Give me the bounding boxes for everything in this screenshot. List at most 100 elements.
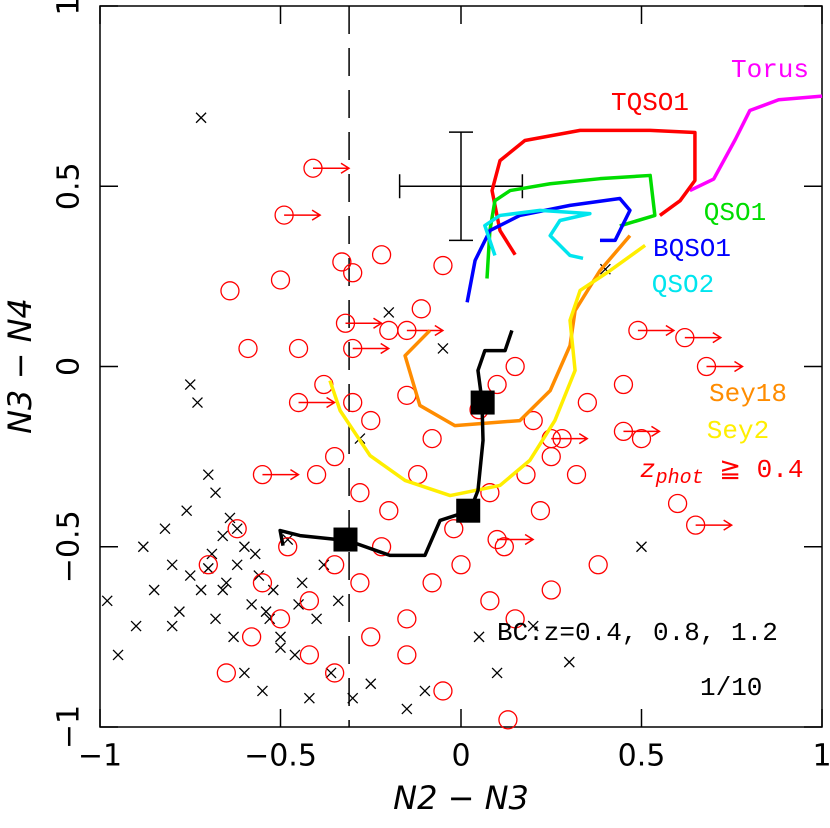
cross-point bbox=[181, 505, 193, 517]
y-tick-label: −1 bbox=[52, 705, 87, 749]
circle-point bbox=[252, 573, 273, 593]
circle-point bbox=[361, 410, 381, 431]
cross-point bbox=[527, 620, 539, 632]
circle-point bbox=[631, 428, 652, 449]
circle-point bbox=[278, 537, 298, 557]
y-tick-label: 0.5 bbox=[52, 162, 87, 210]
circle-point bbox=[397, 645, 417, 665]
cross-point bbox=[101, 595, 113, 607]
cross-point bbox=[401, 703, 413, 715]
y-tick-label: −0.5 bbox=[52, 510, 87, 583]
circle-point bbox=[371, 537, 392, 557]
circle-point bbox=[422, 573, 442, 593]
circle-point bbox=[530, 501, 551, 521]
cross-point bbox=[192, 397, 203, 409]
cross-point bbox=[365, 678, 377, 690]
cross-point bbox=[383, 306, 395, 318]
y-tick-label: 0 bbox=[52, 357, 87, 376]
series-label: Torus bbox=[731, 55, 809, 85]
model-track bbox=[483, 208, 592, 261]
circle-point bbox=[523, 410, 543, 431]
limit-arrow bbox=[637, 324, 676, 337]
circle-point bbox=[541, 446, 561, 467]
cross-point bbox=[173, 606, 185, 618]
x-tick-label: −1 bbox=[78, 739, 122, 774]
limit-arrow bbox=[262, 469, 300, 481]
limit-arrow bbox=[695, 519, 734, 531]
circle-point bbox=[332, 252, 352, 272]
circle-point bbox=[270, 270, 291, 290]
series-label: BQSO1 bbox=[653, 234, 731, 264]
series-label: Sey18 bbox=[709, 379, 787, 409]
cross-point bbox=[217, 530, 229, 542]
limit-arrow bbox=[406, 324, 445, 337]
circle-point bbox=[288, 338, 309, 359]
series-label: TQSO1 bbox=[611, 88, 689, 118]
cross-point bbox=[296, 577, 308, 589]
cross-point bbox=[210, 613, 221, 625]
circle-point bbox=[411, 299, 431, 319]
circle-point bbox=[667, 493, 688, 514]
series-label: QSO1 bbox=[704, 198, 766, 228]
zphot-rest: ≧ 0.4 bbox=[704, 455, 804, 485]
cross-point bbox=[220, 577, 232, 589]
circle-point bbox=[505, 356, 525, 377]
circle-point bbox=[494, 537, 514, 557]
zphot-sub: phot bbox=[655, 467, 704, 490]
circle-point bbox=[198, 555, 218, 575]
circle-point bbox=[220, 281, 240, 301]
cross-point bbox=[224, 512, 236, 524]
circle-point bbox=[343, 263, 363, 283]
cross-point bbox=[275, 631, 286, 643]
circle-point bbox=[451, 555, 471, 575]
circle-point bbox=[588, 555, 608, 575]
zphot-main: z bbox=[640, 455, 656, 485]
bc-marker bbox=[456, 498, 481, 523]
circle-point bbox=[566, 464, 587, 485]
cross-point bbox=[166, 559, 178, 571]
x-axis-label: N2 − N3 bbox=[393, 779, 529, 817]
limit-arrow bbox=[284, 209, 322, 221]
limit-arrow bbox=[312, 162, 351, 174]
cross-point bbox=[293, 598, 305, 610]
circle-point bbox=[227, 519, 247, 539]
bc-marker bbox=[470, 390, 495, 415]
circle-point bbox=[216, 663, 237, 683]
y-axis-label: N3 − N4 bbox=[1, 298, 39, 434]
cross-point bbox=[202, 469, 214, 481]
zphot-label: zphot ≧ 0.4 bbox=[640, 455, 803, 490]
cross-point bbox=[303, 692, 315, 704]
circle-point bbox=[238, 338, 258, 359]
cross-point bbox=[166, 620, 178, 632]
x-tick-label: 0 bbox=[451, 739, 470, 774]
model-track bbox=[328, 243, 647, 498]
circle-point bbox=[613, 374, 634, 395]
cross-point bbox=[195, 584, 207, 596]
cross-point bbox=[563, 656, 575, 668]
cross-point bbox=[210, 487, 221, 499]
cross-point bbox=[332, 595, 344, 607]
circle-point bbox=[498, 710, 518, 730]
circle-point bbox=[505, 609, 525, 629]
cross-point bbox=[260, 606, 272, 618]
model-track bbox=[689, 94, 823, 193]
cross-point bbox=[217, 584, 229, 596]
scale-label: 1/10 bbox=[700, 673, 762, 703]
circle-point bbox=[270, 609, 291, 629]
cross-point bbox=[282, 534, 294, 545]
cross-point bbox=[238, 667, 250, 679]
series-label: QSO2 bbox=[652, 270, 714, 300]
cross-point bbox=[195, 112, 207, 124]
bc-marker bbox=[333, 527, 358, 552]
cross-point bbox=[184, 570, 196, 582]
cross-point bbox=[289, 649, 301, 661]
circle-point bbox=[324, 555, 345, 575]
model-track bbox=[485, 173, 657, 279]
cross-point bbox=[148, 584, 160, 596]
limit-arrow bbox=[551, 432, 589, 445]
circle-point bbox=[350, 483, 370, 503]
circle-point bbox=[379, 320, 399, 341]
circle-point bbox=[299, 591, 320, 611]
cross-point bbox=[264, 613, 276, 625]
